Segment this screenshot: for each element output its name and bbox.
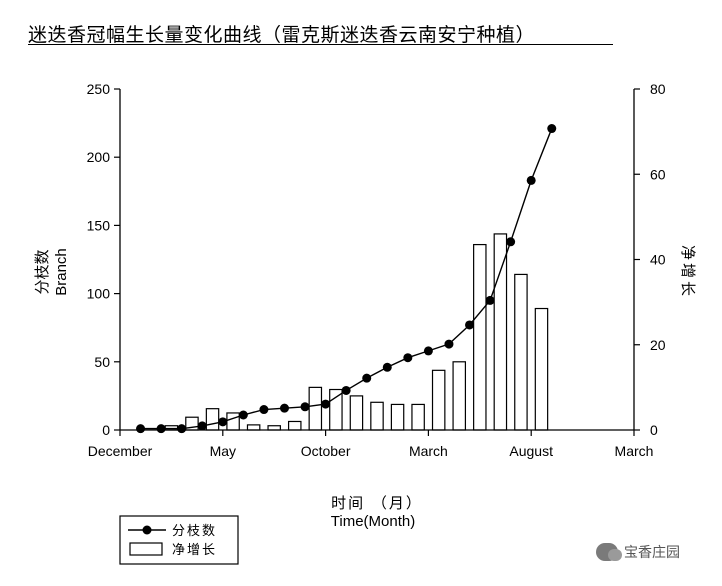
net-growth-bar [226,412,240,431]
y-axis-title-cn: 分枝数 [33,249,51,294]
chart-title: 迷迭香冠幅生长量变化曲线（雷克斯迷迭香云南安宁种植） [28,24,536,46]
y-tick-label: 50 [94,354,110,370]
branch-count-point [156,424,166,434]
branch-count-point [259,405,269,415]
x-tick-label: March [409,443,448,459]
branch-count-point [423,346,433,356]
branch-count-point [341,385,351,395]
branch-count-point [362,373,372,383]
net-growth-bar [534,307,549,431]
net-growth-bar [349,395,364,431]
branch-count-point [485,295,495,305]
x-tick-label: March [615,443,654,459]
branch-count-point [321,399,331,409]
net-growth-bar [493,233,508,431]
net-growth-bar [370,401,384,431]
branch-count-point [136,424,146,434]
branch-count-point [506,237,516,247]
branch-count-point [238,410,248,420]
watermark: 宝香庄园 [596,542,680,562]
x-tick-label: August [509,443,553,459]
y2-tick-label: 40 [650,252,666,268]
y2-tick-label: 0 [650,422,658,438]
x-tick-label: May [210,443,236,459]
net-growth-bar [473,243,487,431]
legend-label-growth: 净增长 [172,543,217,558]
title-underline [28,44,613,45]
net-growth-bar [287,420,302,431]
branch-count-point [218,417,228,427]
branch-count-point [279,403,289,413]
net-growth-bar [390,403,405,431]
y2-tick-label: 80 [650,81,666,97]
legend-box [119,515,239,565]
y-axis-title: Branch [53,248,70,296]
branch-count-line [140,128,553,430]
y-tick-label: 0 [102,422,110,438]
branch-count-point [382,362,392,372]
y-tick-label: 250 [87,81,111,97]
branch-count-point [177,424,187,434]
y2-tick-label: 20 [650,337,666,353]
x-axis-title: Time(Month) [331,513,415,530]
x-axis-title-cn: 时间 （月） [331,494,423,512]
branch-count-point [547,124,557,134]
net-growth-bar [329,388,343,431]
branch-count-point [444,339,454,349]
net-growth-bar [452,361,467,431]
branch-count-point [197,421,207,431]
net-growth-bar [308,386,323,431]
y2-tick-label: 60 [650,166,666,182]
net-growth-bar [205,408,220,431]
watermark-text: 宝香庄园 [624,545,680,561]
net-growth-bar [246,424,261,431]
net-growth-bar [411,403,425,431]
y2-axis-title: 净增长 [679,245,697,299]
legend-label-branch: 分枝数 [172,524,217,539]
branch-count-point [465,320,475,330]
x-tick-label: December [88,443,153,459]
branch-count-point [300,402,310,412]
y-tick-label: 200 [87,149,111,165]
y-tick-label: 150 [87,217,111,233]
net-growth-bar [514,273,528,431]
x-tick-label: October [301,443,351,459]
bar-series [164,233,549,431]
wechat-icon [596,543,622,561]
net-growth-bar [431,369,446,431]
branch-count-point [526,175,536,185]
legend-marker-swatch [142,525,152,535]
line-series [136,124,557,434]
axis-labels: 0 50 100 150 200 250 0 20 40 60 80 December May Octob… [33,81,697,530]
axes [114,88,640,436]
legend-bar-swatch [129,542,163,556]
branch-count-point [403,353,413,363]
y-tick-label: 100 [87,286,111,302]
